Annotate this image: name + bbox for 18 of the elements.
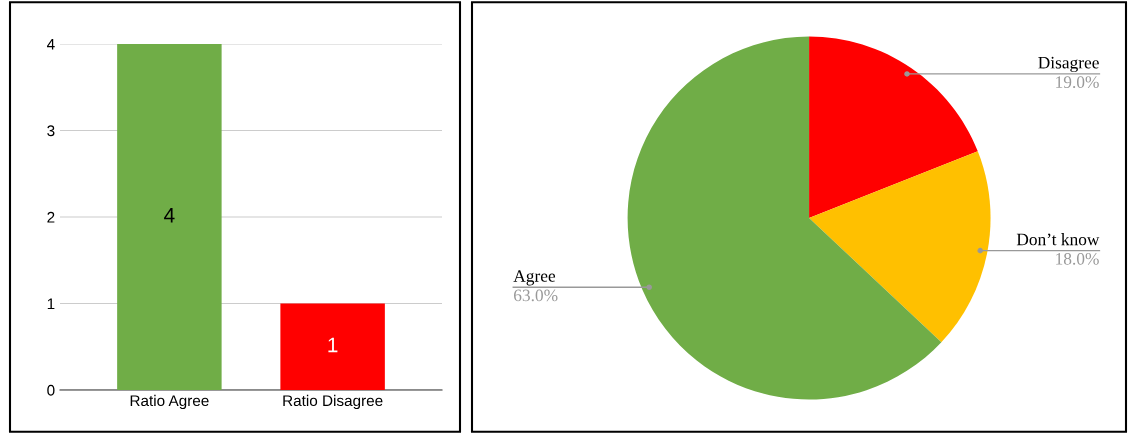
data-label: 1 bbox=[328, 337, 338, 353]
y-tick-label: 4 bbox=[46, 39, 55, 50]
y-tick-label: 1 bbox=[47, 298, 55, 310]
slice-label: Disagree bbox=[1038, 56, 1099, 73]
data-label: 19.0% bbox=[1056, 76, 1099, 89]
y-tick-label: 3 bbox=[47, 125, 55, 137]
y-tick-label: 0 bbox=[47, 384, 55, 396]
data-label: 18.0% bbox=[1056, 252, 1099, 265]
pie-slice bbox=[809, 36, 978, 218]
data-label: 4 bbox=[164, 208, 175, 223]
slice-label: Don’t know bbox=[1016, 233, 1100, 246]
y-tick-label: 2 bbox=[47, 211, 55, 223]
slice-label: Agree bbox=[513, 270, 556, 286]
data-label: 63.0% bbox=[514, 289, 558, 302]
pie-slice bbox=[627, 36, 942, 400]
x-tick-label: Ratio Disagree bbox=[283, 394, 383, 410]
x-tick-label: Ratio Agree bbox=[130, 394, 209, 410]
pie-slice bbox=[809, 151, 991, 343]
